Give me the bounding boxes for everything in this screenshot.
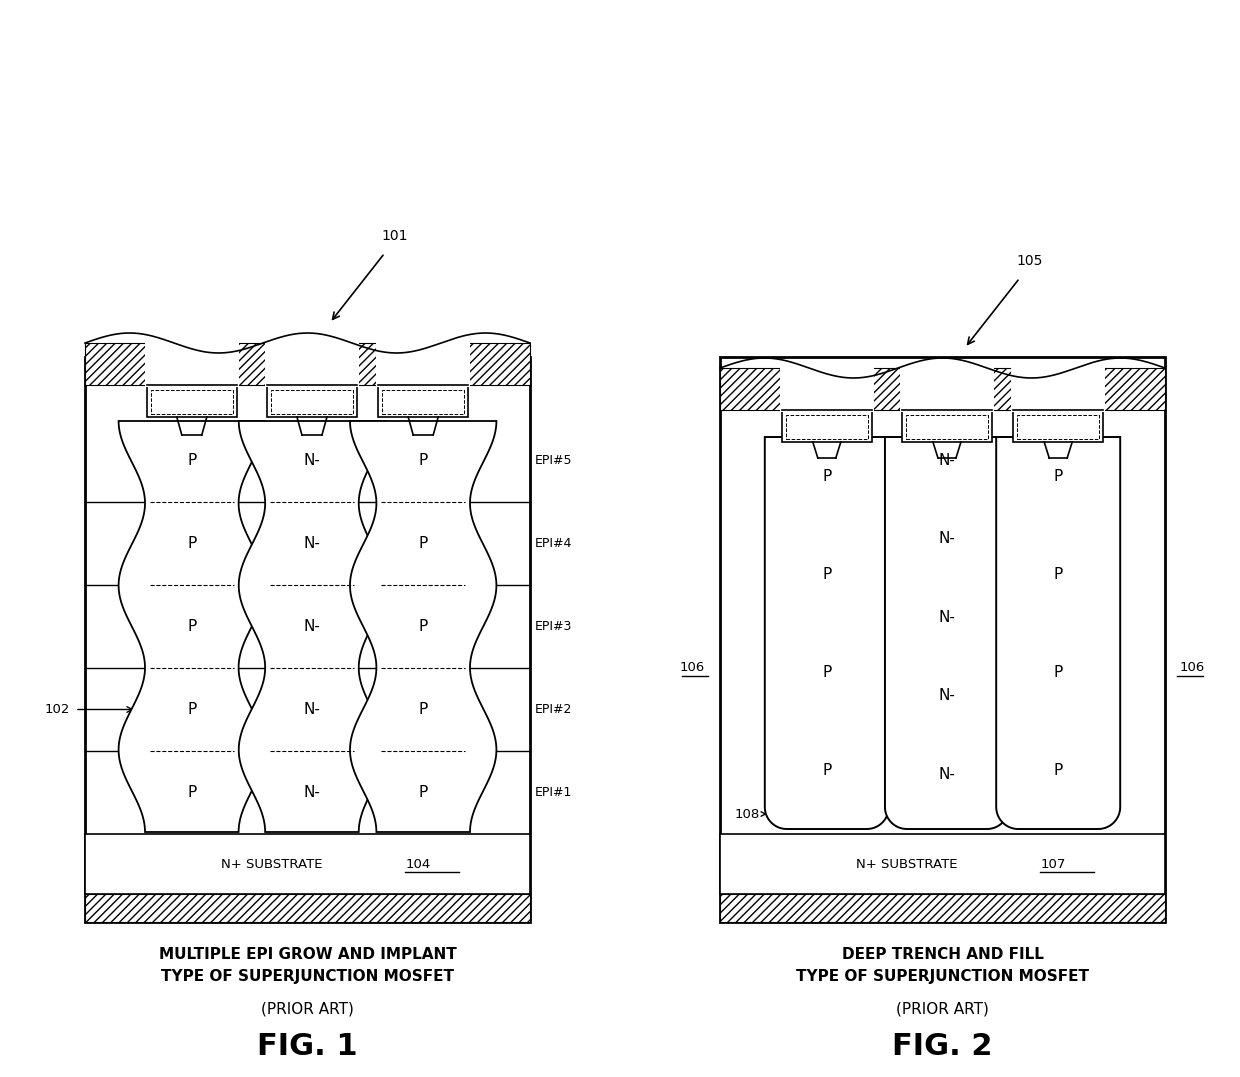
Polygon shape xyxy=(239,421,386,833)
Text: N-: N- xyxy=(304,453,320,468)
Text: P: P xyxy=(822,763,832,778)
Text: P: P xyxy=(187,785,196,800)
Text: P: P xyxy=(419,702,428,717)
Text: N+ SUBSTRATE: N+ SUBSTRATE xyxy=(856,857,957,870)
Text: 101: 101 xyxy=(382,229,408,243)
Text: (PRIOR ART): (PRIOR ART) xyxy=(897,1002,990,1017)
Bar xyxy=(151,390,233,414)
Text: EPI#1: EPI#1 xyxy=(534,786,573,799)
Bar xyxy=(86,356,529,922)
Bar xyxy=(376,341,470,387)
Text: P: P xyxy=(1054,468,1063,484)
Text: N-: N- xyxy=(939,610,955,625)
Bar xyxy=(86,342,529,384)
Bar xyxy=(86,894,529,922)
Bar xyxy=(378,384,469,417)
Text: N-: N- xyxy=(221,764,236,777)
Text: 108: 108 xyxy=(734,808,760,821)
Text: EPI#5: EPI#5 xyxy=(534,454,573,467)
Text: TYPE OF SUPERJUNCTION MOSFET: TYPE OF SUPERJUNCTION MOSFET xyxy=(161,969,454,984)
Text: N+ SUBSTRATE: N+ SUBSTRATE xyxy=(221,857,322,870)
Bar xyxy=(786,415,868,439)
Bar xyxy=(1011,366,1105,412)
Text: N-: N- xyxy=(304,619,320,634)
Bar xyxy=(906,415,988,439)
Text: EPI#2: EPI#2 xyxy=(534,703,573,716)
Text: P: P xyxy=(419,536,428,551)
Text: 102: 102 xyxy=(45,703,69,716)
Bar xyxy=(382,390,464,414)
Text: P: P xyxy=(419,619,428,634)
Text: EPI#4: EPI#4 xyxy=(534,537,573,550)
Bar xyxy=(901,410,992,442)
Bar xyxy=(720,834,1166,894)
Text: P: P xyxy=(1054,665,1063,680)
Bar xyxy=(267,384,357,417)
Polygon shape xyxy=(996,437,1120,829)
Text: P: P xyxy=(419,785,428,800)
Text: 109: 109 xyxy=(854,808,880,821)
Text: P: P xyxy=(187,702,196,717)
Text: 107: 107 xyxy=(1040,857,1065,870)
Polygon shape xyxy=(119,421,265,833)
Text: 105: 105 xyxy=(1017,254,1043,268)
Text: N-: N- xyxy=(939,453,955,468)
Text: N-: N- xyxy=(939,531,955,546)
Text: N-: N- xyxy=(304,785,320,800)
Text: N-: N- xyxy=(304,536,320,551)
Bar xyxy=(781,410,872,442)
Bar xyxy=(900,366,994,412)
Bar xyxy=(272,390,353,414)
Text: P: P xyxy=(822,665,832,680)
Text: 106: 106 xyxy=(1180,661,1205,674)
Bar xyxy=(780,366,874,412)
Bar xyxy=(1017,415,1099,439)
Text: P: P xyxy=(822,468,832,484)
Bar xyxy=(720,368,1166,410)
Bar xyxy=(720,356,1166,922)
Text: N-: N- xyxy=(939,688,955,703)
Text: P: P xyxy=(1054,763,1063,778)
Text: EPI#3: EPI#3 xyxy=(534,620,573,633)
Text: N-: N- xyxy=(939,767,955,782)
Text: 103: 103 xyxy=(216,750,241,763)
Bar xyxy=(146,384,237,417)
Text: (PRIOR ART): (PRIOR ART) xyxy=(262,1002,353,1017)
Text: FIG. 1: FIG. 1 xyxy=(257,1032,358,1061)
Text: P: P xyxy=(187,536,196,551)
Bar xyxy=(86,834,529,894)
Text: TYPE OF SUPERJUNCTION MOSFET: TYPE OF SUPERJUNCTION MOSFET xyxy=(796,969,1089,984)
Text: P: P xyxy=(187,453,196,468)
Polygon shape xyxy=(350,421,496,833)
Text: P: P xyxy=(187,619,196,634)
Text: N-: N- xyxy=(304,702,320,717)
Polygon shape xyxy=(885,437,1009,829)
Text: P: P xyxy=(822,567,832,582)
Text: 104: 104 xyxy=(405,857,430,870)
Text: P: P xyxy=(419,453,428,468)
Text: P: P xyxy=(1054,567,1063,582)
Bar xyxy=(1013,410,1104,442)
Bar xyxy=(145,341,239,387)
Polygon shape xyxy=(765,437,889,829)
Text: 106: 106 xyxy=(680,661,706,674)
Text: MULTIPLE EPI GROW AND IMPLANT: MULTIPLE EPI GROW AND IMPLANT xyxy=(159,947,456,962)
Bar xyxy=(265,341,358,387)
Bar xyxy=(720,894,1166,922)
Text: FIG. 2: FIG. 2 xyxy=(893,1032,993,1061)
Text: DEEP TRENCH AND FILL: DEEP TRENCH AND FILL xyxy=(842,947,1043,962)
